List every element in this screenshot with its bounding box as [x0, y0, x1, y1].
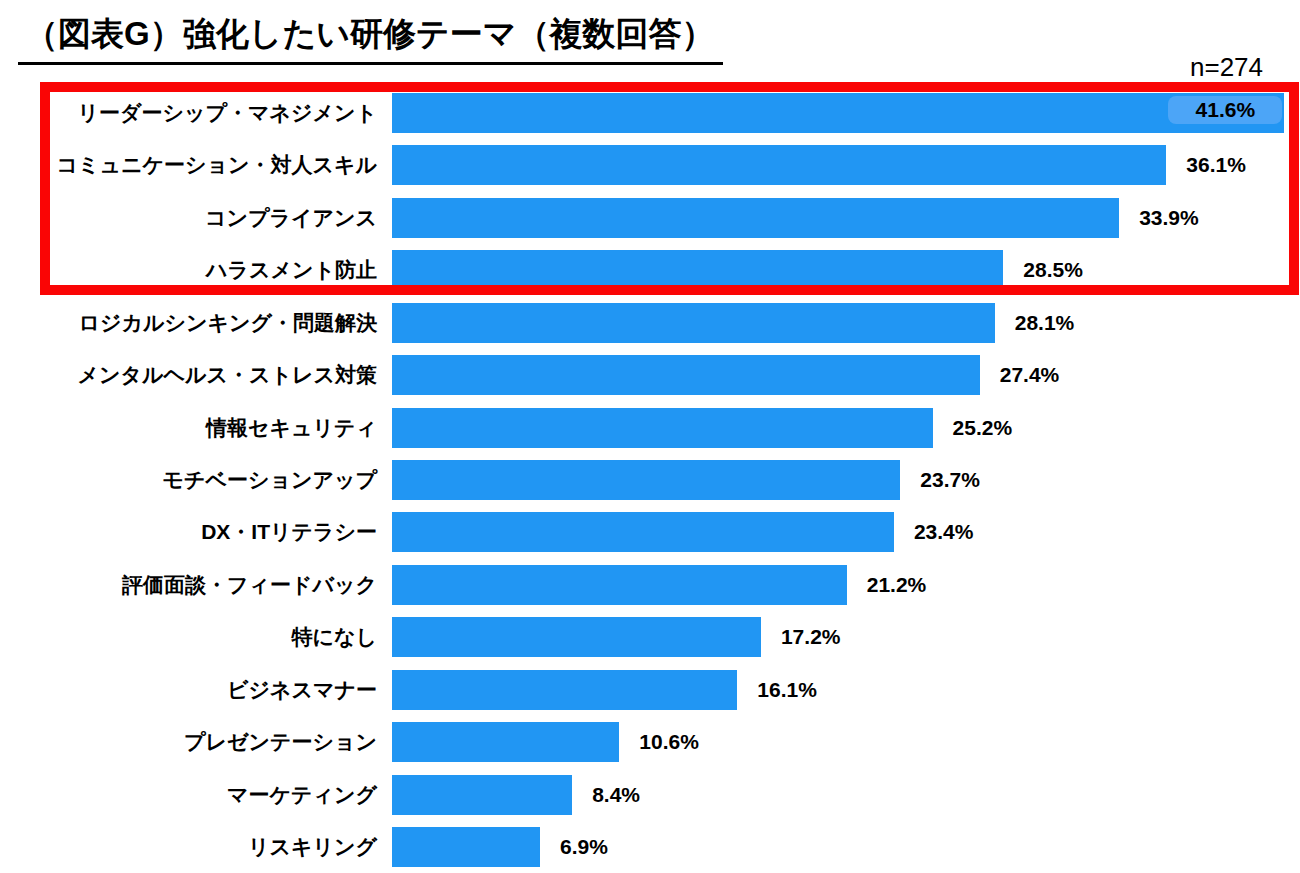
chart-title: （図表G）強化したい研修テーマ（複数回答） — [18, 12, 723, 65]
highlight-box — [40, 82, 1299, 295]
category-label: 評価面談・フィードバック — [0, 565, 377, 605]
value-label: 23.4% — [914, 512, 974, 552]
value-label: 23.7% — [920, 460, 980, 500]
category-label: DX・ITリテラシー — [0, 512, 377, 552]
bar — [392, 460, 900, 500]
value-label: 10.6% — [639, 722, 699, 762]
category-label: マーケティング — [0, 775, 377, 815]
bar — [392, 565, 847, 605]
value-label: 25.2% — [953, 408, 1013, 448]
value-label: 16.1% — [757, 670, 817, 710]
value-label: 21.2% — [867, 565, 927, 605]
value-label: 27.4% — [1000, 355, 1060, 395]
bar — [392, 617, 761, 657]
value-label: 17.2% — [781, 617, 841, 657]
bar — [392, 827, 540, 867]
value-label: 6.9% — [560, 827, 608, 867]
sample-size-label: n=274 — [1190, 52, 1263, 83]
bar — [392, 408, 933, 448]
bar — [392, 303, 995, 343]
bar — [392, 670, 737, 710]
category-label: 特になし — [0, 617, 377, 657]
category-label: ロジカルシンキング・問題解決 — [0, 303, 377, 343]
bar — [392, 355, 980, 395]
value-label: 28.1% — [1015, 303, 1075, 343]
bar — [392, 512, 894, 552]
chart-page: （図表G）強化したい研修テーマ（複数回答） n=274 リーダーシップ・マネジメ… — [0, 0, 1300, 873]
category-label: 情報セキュリティ — [0, 408, 377, 448]
bar — [392, 722, 619, 762]
category-label: モチベーションアップ — [0, 460, 377, 500]
category-label: プレゼンテーション — [0, 722, 377, 762]
category-label: ビジネスマナー — [0, 670, 377, 710]
category-label: メンタルヘルス・ストレス対策 — [0, 355, 377, 395]
bar — [392, 775, 572, 815]
category-label: リスキリング — [0, 827, 377, 867]
value-label: 8.4% — [592, 775, 640, 815]
